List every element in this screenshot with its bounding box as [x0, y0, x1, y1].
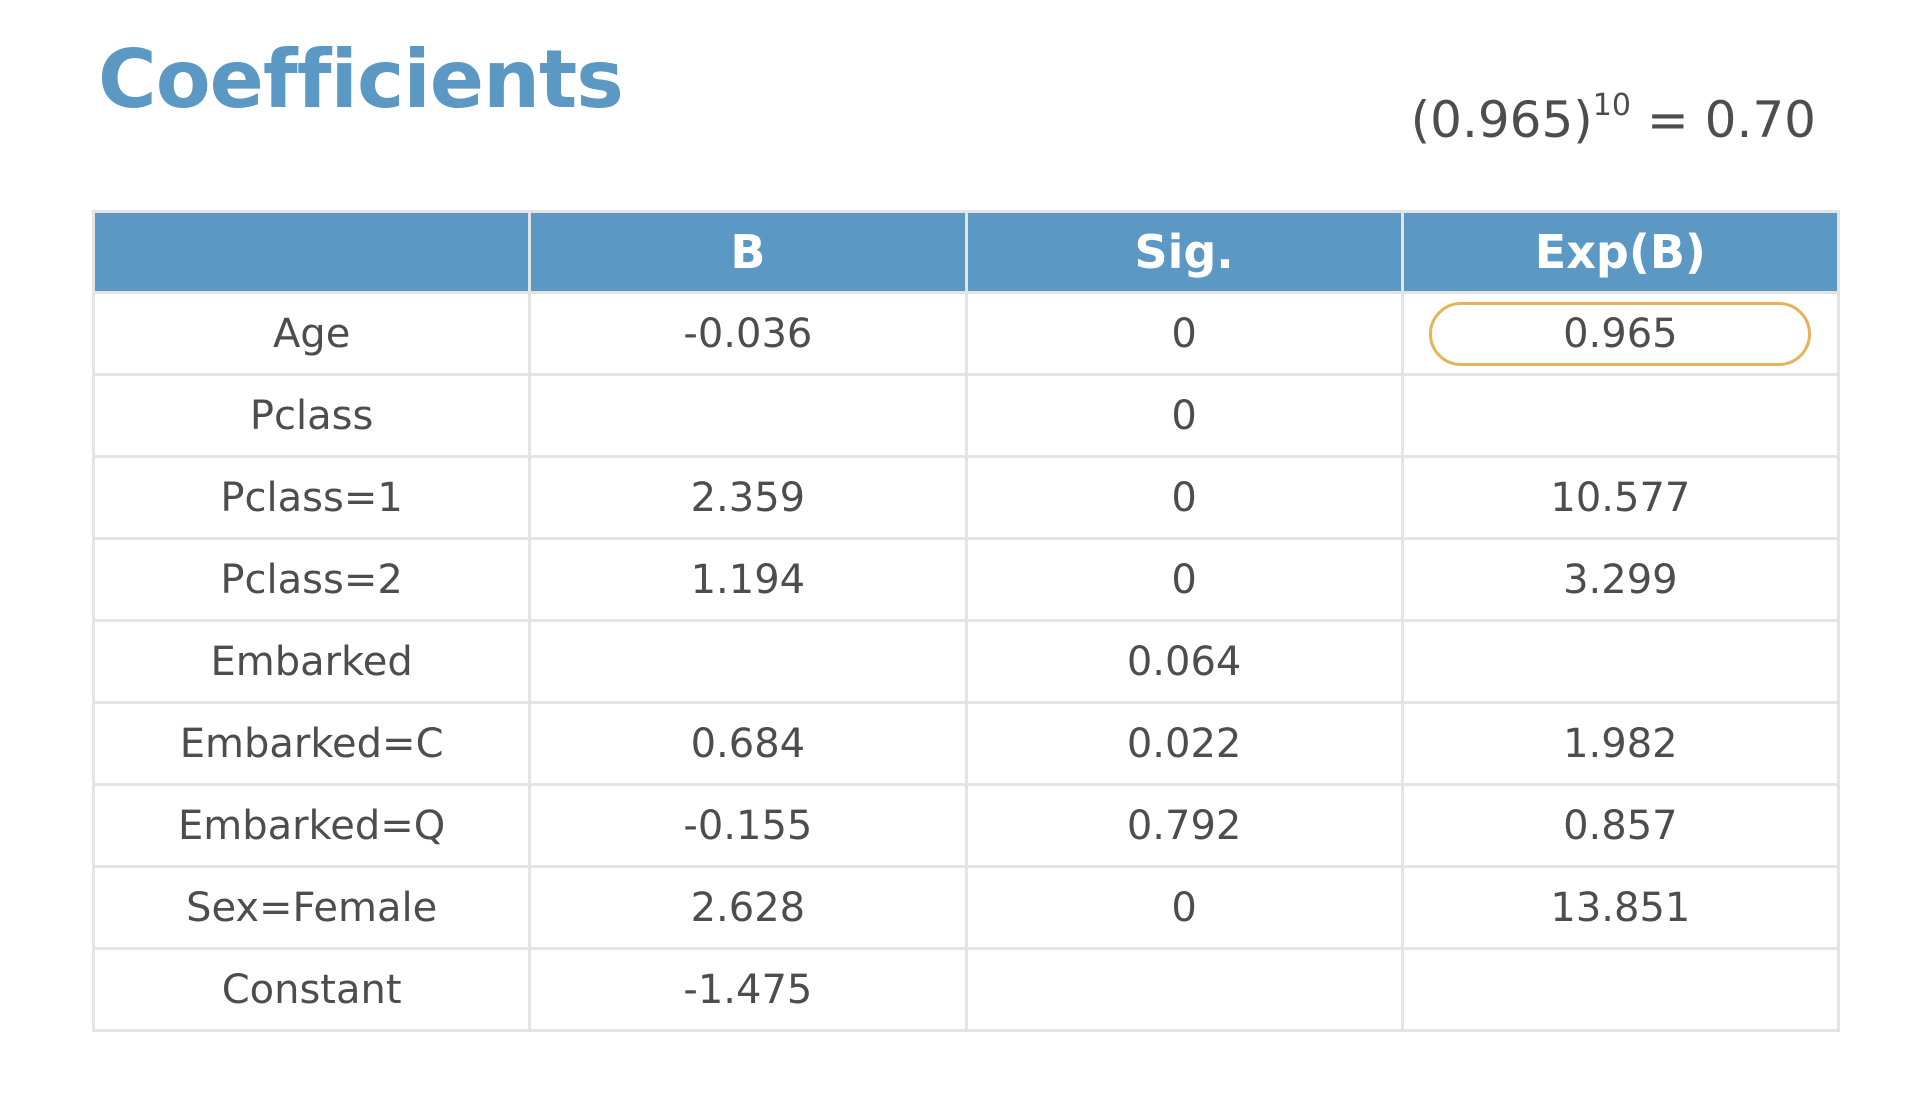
row-label: Constant [91, 947, 532, 1032]
table-row: Pclass 0 [91, 373, 1841, 458]
formula-exponent: 10 [1592, 88, 1631, 123]
b-value: -1.475 [528, 947, 968, 1032]
sig-value [964, 947, 1404, 1032]
row-label: Pclass=1 [91, 455, 532, 540]
b-value: -0.155 [528, 783, 968, 868]
expb-value [1400, 619, 1841, 704]
row-label: Pclass=2 [91, 537, 532, 622]
expb-value: 0.857 [1400, 783, 1841, 868]
header-expb: Exp(B) [1400, 210, 1841, 294]
row-label: Embarked=Q [91, 783, 532, 868]
highlighted-expb-value: 0.965 [1429, 301, 1812, 366]
expb-cell: 0.965 [1400, 291, 1841, 376]
coefficients-table-container: B Sig. Exp(B) Age -0.036 0 0.965 Pclass … [91, 210, 1841, 1032]
b-value [528, 373, 968, 458]
b-value: 1.194 [528, 537, 968, 622]
expb-value: 13.851 [1400, 865, 1841, 950]
table-row: Pclass=2 1.194 0 3.299 [91, 537, 1841, 622]
sig-value: 0 [964, 865, 1404, 950]
formula-result: = 0.70 [1630, 91, 1816, 149]
sig-value: 0.064 [964, 619, 1404, 704]
b-value: 2.628 [528, 865, 968, 950]
row-label: Pclass [91, 373, 532, 458]
table-row: Constant -1.475 [91, 947, 1841, 1032]
sig-value: 0 [964, 291, 1404, 376]
sig-value: 0 [964, 537, 1404, 622]
header-b: B [528, 210, 968, 294]
row-label: Embarked=C [91, 701, 532, 786]
table-row: Sex=Female 2.628 0 13.851 [91, 865, 1841, 950]
b-value [528, 619, 968, 704]
sig-value: 0.792 [964, 783, 1404, 868]
table-row: Embarked=Q -0.155 0.792 0.857 [91, 783, 1841, 868]
odds-formula: (0.965)10 = 0.70 [1411, 91, 1816, 146]
expb-value: 1.982 [1400, 701, 1841, 786]
formula-base: (0.965) [1410, 91, 1593, 149]
header-variable [91, 210, 532, 294]
table-header-row: B Sig. Exp(B) [91, 210, 1841, 294]
expb-value [1400, 947, 1841, 1032]
expb-value: 10.577 [1400, 455, 1841, 540]
table-row: Age -0.036 0 0.965 [91, 291, 1841, 376]
b-value: 0.684 [528, 701, 968, 786]
table-row: Pclass=1 2.359 0 10.577 [91, 455, 1841, 540]
sig-value: 0 [964, 455, 1404, 540]
expb-value: 3.299 [1400, 537, 1841, 622]
table-row: Embarked=C 0.684 0.022 1.982 [91, 701, 1841, 786]
header-sig: Sig. [964, 210, 1404, 294]
b-value: -0.036 [528, 291, 968, 376]
page-title: Coefficients [98, 33, 624, 126]
sig-value: 0 [964, 373, 1404, 458]
row-label: Embarked [91, 619, 532, 704]
table-row: Embarked 0.064 [91, 619, 1841, 704]
sig-value: 0.022 [964, 701, 1404, 786]
row-label: Age [91, 291, 532, 376]
b-value: 2.359 [528, 455, 968, 540]
row-label: Sex=Female [91, 865, 532, 950]
expb-value [1400, 373, 1841, 458]
coefficients-table: B Sig. Exp(B) Age -0.036 0 0.965 Pclass … [91, 210, 1841, 1032]
